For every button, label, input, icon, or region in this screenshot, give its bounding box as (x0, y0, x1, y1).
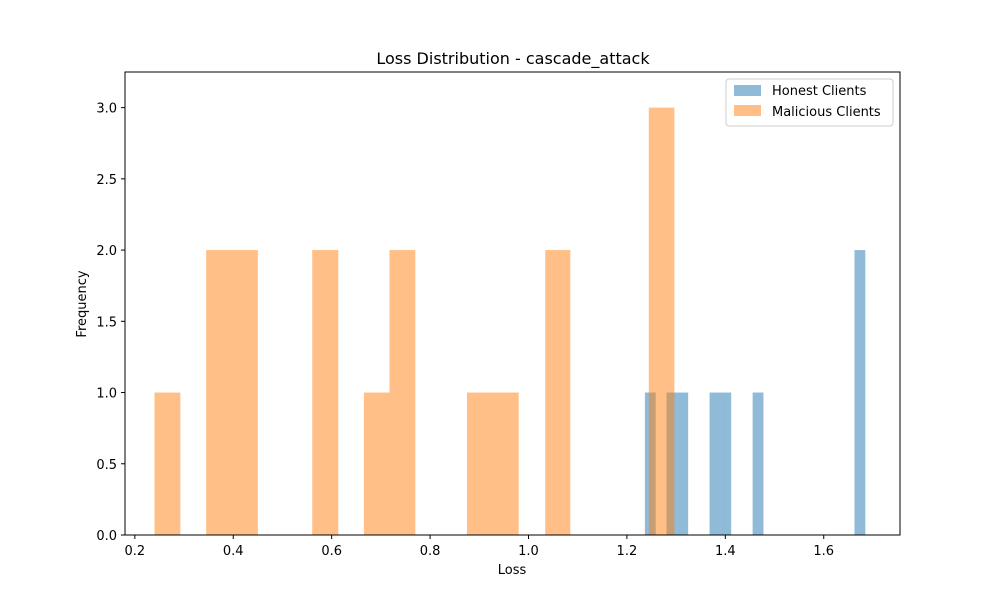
y-tick-label: 1.5 (96, 315, 117, 330)
y-axis-ticks: 0.0 0.5 1.0 1.5 2.0 2.5 3.0 (96, 102, 125, 544)
y-tick-label: 1.0 (96, 387, 117, 402)
malicious-bar-6 (545, 250, 571, 536)
legend-label-honest: Honest Clients (772, 84, 867, 99)
x-tick-label: 0.2 (124, 544, 145, 559)
legend-swatch-honest (734, 85, 761, 96)
x-tick-label: 1.4 (715, 544, 736, 559)
x-tick-label: 0.6 (321, 544, 342, 559)
y-tick-label: 0.5 (96, 458, 117, 473)
malicious-bar-4 (389, 250, 416, 536)
legend-swatch-malicious (734, 105, 761, 116)
legend-frame (725, 78, 894, 127)
x-tick-label: 0.4 (223, 544, 244, 559)
malicious-bar-1 (206, 250, 258, 536)
honest-bar-3 (709, 392, 721, 535)
malicious-bar-3 (363, 392, 390, 535)
bars-group (154, 107, 866, 536)
y-axis-label: Frequency (75, 270, 90, 337)
y-tick-label: 0.0 (96, 529, 117, 544)
y-tick-label: 2.5 (96, 173, 117, 188)
legend: Honest Clients Malicious Clients (725, 78, 894, 127)
honest-bar-5 (752, 392, 764, 535)
x-axis-label: Loss (498, 563, 527, 578)
legend-label-malicious: Malicious Clients (772, 105, 881, 120)
chart-title: Loss Distribution - cascade_attack (376, 49, 650, 69)
y-tick-label: 2.0 (96, 244, 117, 259)
x-axis-ticks: 0.2 0.4 0.6 0.8 1.0 1.2 1.4 1.6 (124, 535, 834, 559)
malicious-bar-7 (648, 107, 675, 535)
x-tick-label: 1.6 (813, 544, 834, 559)
malicious-bar-5 (466, 392, 519, 535)
x-tick-label: 1.2 (617, 544, 638, 559)
x-tick-label: 1.0 (518, 544, 539, 559)
y-tick-label: 3.0 (96, 102, 117, 117)
honest-bar-2 (677, 392, 689, 535)
honest-bar-6 (854, 250, 866, 536)
malicious-bar-0 (154, 392, 181, 535)
x-tick-label: 0.8 (420, 544, 441, 559)
honest-bar-4 (720, 392, 732, 535)
plot-frame (124, 71, 901, 536)
malicious-bar-2 (312, 250, 339, 536)
